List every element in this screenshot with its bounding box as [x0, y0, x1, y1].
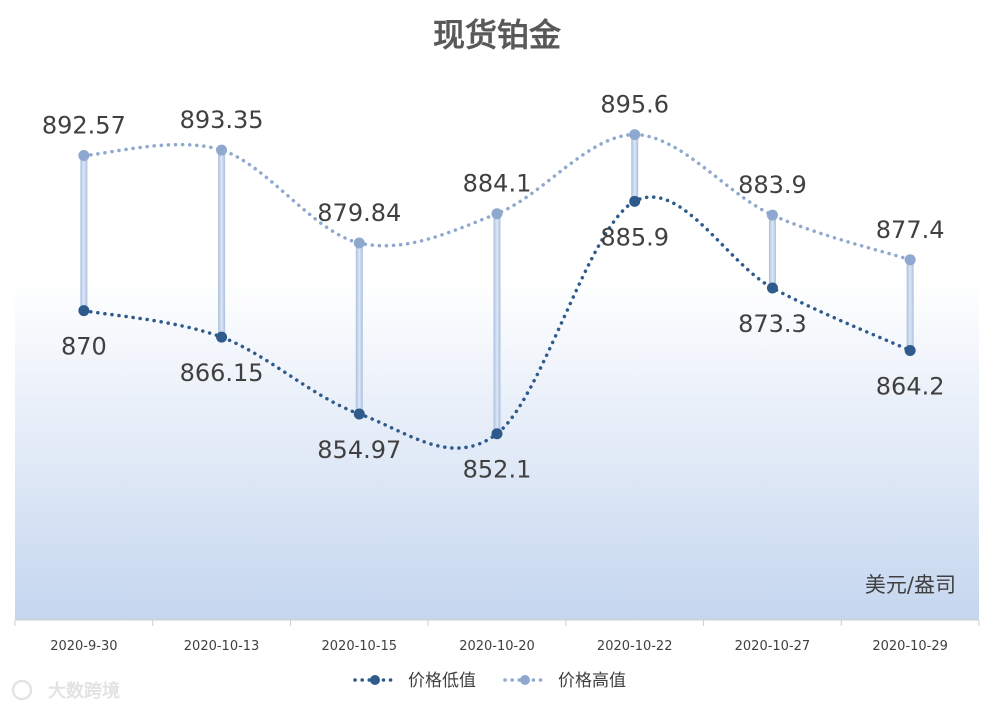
hi-lo-bar [355, 242, 363, 414]
data-label-low: 870 [61, 333, 107, 361]
data-point-low [766, 282, 778, 294]
hi-lo-bar [768, 215, 776, 288]
legend-item-high: 价格高值 [503, 671, 626, 691]
hi-lo-bar [493, 213, 501, 434]
data-label-low: 873.3 [738, 310, 807, 338]
data-label-high: 877.4 [876, 216, 945, 244]
hi-lo-bar [906, 259, 914, 351]
data-point-low [353, 408, 365, 420]
data-point-high [904, 254, 916, 266]
x-tick-label: 2020-10-29 [872, 639, 948, 654]
watermark-text: 大数跨境 [48, 680, 120, 702]
data-point-high [353, 237, 365, 249]
data-label-low: 866.15 [180, 359, 264, 387]
data-label-high: 893.35 [180, 106, 264, 134]
data-point-high [766, 209, 778, 221]
x-axis-ticks [14, 620, 980, 626]
data-label-high: 879.84 [317, 199, 401, 227]
data-point-high [491, 208, 503, 220]
data-labels: 892.57 893.35 879.84 884.1 895.6 883.9 877.4 87… [42, 91, 945, 484]
data-label-high: 884.1 [463, 170, 532, 198]
legend-marker-high [520, 675, 530, 685]
hi-lo-bars [80, 134, 914, 434]
x-tick-label: 2020-10-13 [184, 639, 260, 654]
x-tick-label: 2020-10-20 [459, 639, 535, 654]
x-axis-labels: 2020-9-30 2020-10-13 2020-10-15 2020-10-20 2… [50, 639, 948, 654]
x-tick-label: 2020-10-27 [735, 639, 811, 654]
data-point-high [629, 129, 641, 141]
data-label-high: 892.57 [42, 111, 126, 139]
hi-lo-bar [218, 150, 226, 338]
x-tick-label: 2020-10-22 [597, 639, 673, 654]
x-tick-label: 2020-9-30 [50, 639, 117, 654]
legend-label-high: 价格高值 [558, 671, 626, 691]
data-label-low: 864.2 [876, 373, 945, 401]
data-label-low: 885.9 [600, 223, 669, 251]
data-label-high: 895.6 [600, 91, 669, 119]
legend-label-low: 价格低值 [408, 671, 476, 691]
series-line-low [82, 195, 912, 450]
legend-item-low: 价格低值 [353, 671, 476, 691]
data-point-low [904, 345, 916, 356]
data-point-high [78, 149, 90, 161]
data-point-low [78, 305, 90, 317]
data-point-low [629, 195, 641, 207]
data-point-low [216, 331, 228, 343]
legend: 价格低值 价格高值 [353, 671, 626, 691]
data-point-low [491, 428, 503, 440]
watermark-logo-icon [11, 679, 33, 701]
chart-title: 现货铂金 [433, 16, 562, 54]
data-label-low: 854.97 [317, 436, 401, 464]
unit-label: 美元/盎司 [865, 573, 956, 597]
data-label-high: 883.9 [738, 171, 807, 199]
data-point-high [216, 144, 228, 156]
x-tick-label: 2020-10-15 [322, 639, 398, 654]
watermark: 大数跨境 [11, 679, 120, 702]
data-points [78, 129, 916, 440]
hi-lo-bar [631, 134, 639, 202]
hi-lo-bar [80, 155, 88, 311]
data-label-low: 852.1 [463, 456, 532, 484]
legend-marker-low [370, 675, 380, 685]
